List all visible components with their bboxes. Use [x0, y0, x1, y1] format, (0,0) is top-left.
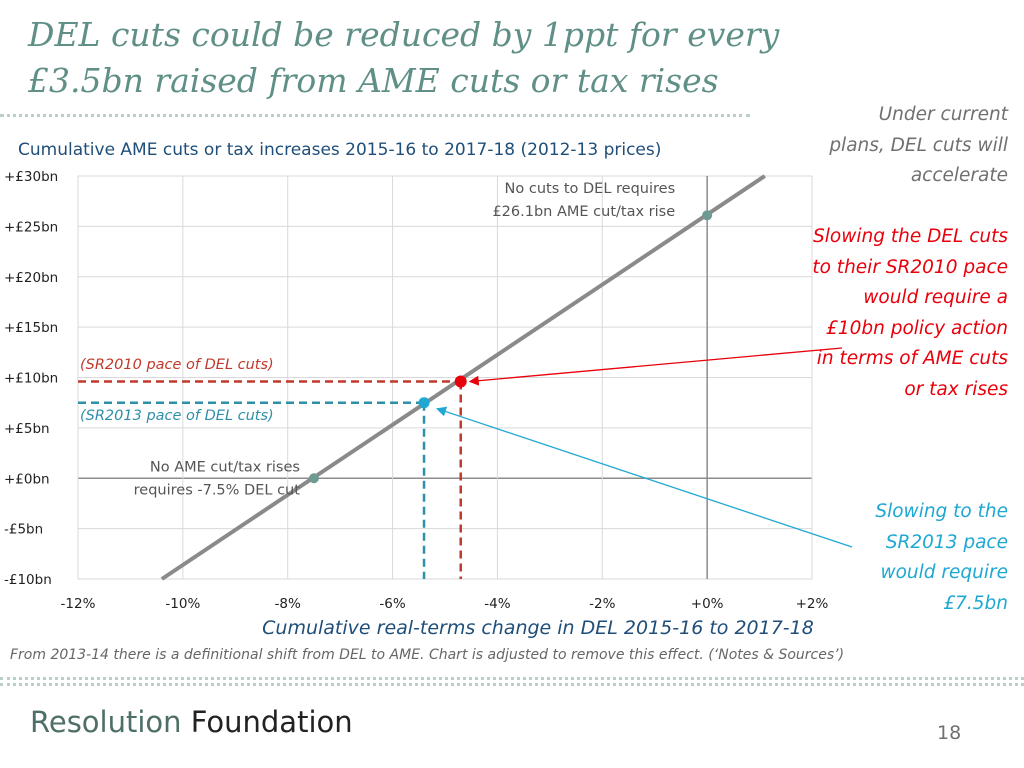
grid — [77, 175, 813, 580]
footer-divider-2 — [0, 683, 1024, 686]
title-line-2: £3.5bn raised from AME cuts or tax rises — [28, 61, 719, 100]
logo-resolution: Resolution — [30, 705, 182, 739]
annotations: No cuts to DEL requires £26.1bn AME cut/t… — [80, 181, 675, 498]
points — [308, 210, 713, 484]
x-tick-label: -4% — [484, 596, 510, 612]
y-tick-label: +£10bn — [4, 371, 58, 387]
label-no-ame-cut-2: requires -7.5% DEL cut — [134, 482, 301, 498]
x-tick-label: +0% — [691, 596, 724, 612]
arrows — [436, 347, 853, 548]
slide-title: DEL cuts could be reduced by 1ppt for ev… — [28, 12, 828, 104]
side-note-sr2010: Slowing the DEL cuts to their SR2010 pac… — [812, 226, 1008, 400]
x-tick-label: -2% — [589, 596, 615, 612]
point-sr2010 — [454, 375, 467, 388]
label-no-ame-cut-1: No AME cut/tax rises — [150, 459, 300, 475]
label-no-del-cut-2: £26.1bn AME cut/tax rise — [492, 204, 675, 220]
x-tick-label: -8% — [275, 596, 301, 612]
label-sr2013: (SR2013 pace of DEL cuts) — [80, 408, 274, 424]
y-tick-label: -£10bn — [4, 572, 52, 588]
title-divider — [0, 114, 750, 117]
x-tick-label: +2% — [796, 596, 829, 612]
y-tick-label: +£30bn — [4, 169, 58, 185]
page-number: 18 — [937, 722, 962, 744]
x-tick-label: -10% — [165, 596, 200, 612]
y-tick-label: +£20bn — [4, 270, 58, 286]
y-tick-label: -£5bn — [4, 522, 43, 538]
x-axis-label: Cumulative real-terms change in DEL 2015… — [262, 617, 814, 639]
point-no-del-cut — [702, 210, 713, 221]
x-tick-label: -6% — [379, 596, 405, 612]
y-tick-label: +£25bn — [4, 219, 58, 235]
footnote: From 2013-14 there is a definitional shi… — [10, 647, 845, 663]
chart-title: Cumulative AME cuts or tax increases 201… — [18, 140, 661, 160]
chart: Cumulative AME cuts or tax increases 201… — [4, 140, 853, 639]
title-line-1: DEL cuts could be reduced by 1ppt for ev… — [28, 15, 780, 54]
footer-divider-1 — [0, 677, 1024, 680]
x-tick-label: -12% — [61, 596, 96, 612]
side-note-current-plans: Under current plans, DEL cuts will accel… — [829, 104, 1008, 186]
arrow-sr2010 — [468, 347, 843, 386]
y-tick-label: +£15bn — [4, 320, 58, 336]
point-no-ame-cut — [308, 473, 319, 484]
logo: Resolution Foundation — [30, 705, 353, 739]
guide-lines — [78, 380, 462, 579]
side-note-sr2013: Slowing to the SR2013 pace would require… — [875, 501, 1008, 614]
y-axis-ticks: -£10bn -£5bn +£0bn +£5bn +£10bn +£15bn +£20bn +… — [4, 169, 58, 588]
label-no-del-cut-1: No cuts to DEL requires — [505, 181, 676, 197]
label-sr2010: (SR2010 pace of DEL cuts) — [80, 357, 274, 373]
point-sr2013 — [418, 397, 430, 409]
x-axis-ticks: -12% -10% -8% -6% -4% -2% +0% +2% — [61, 596, 829, 612]
logo-foundation: Foundation — [190, 705, 353, 739]
y-tick-label: +£0bn — [4, 471, 50, 487]
y-tick-label: +£5bn — [4, 421, 50, 437]
arrow-sr2013 — [436, 406, 853, 548]
